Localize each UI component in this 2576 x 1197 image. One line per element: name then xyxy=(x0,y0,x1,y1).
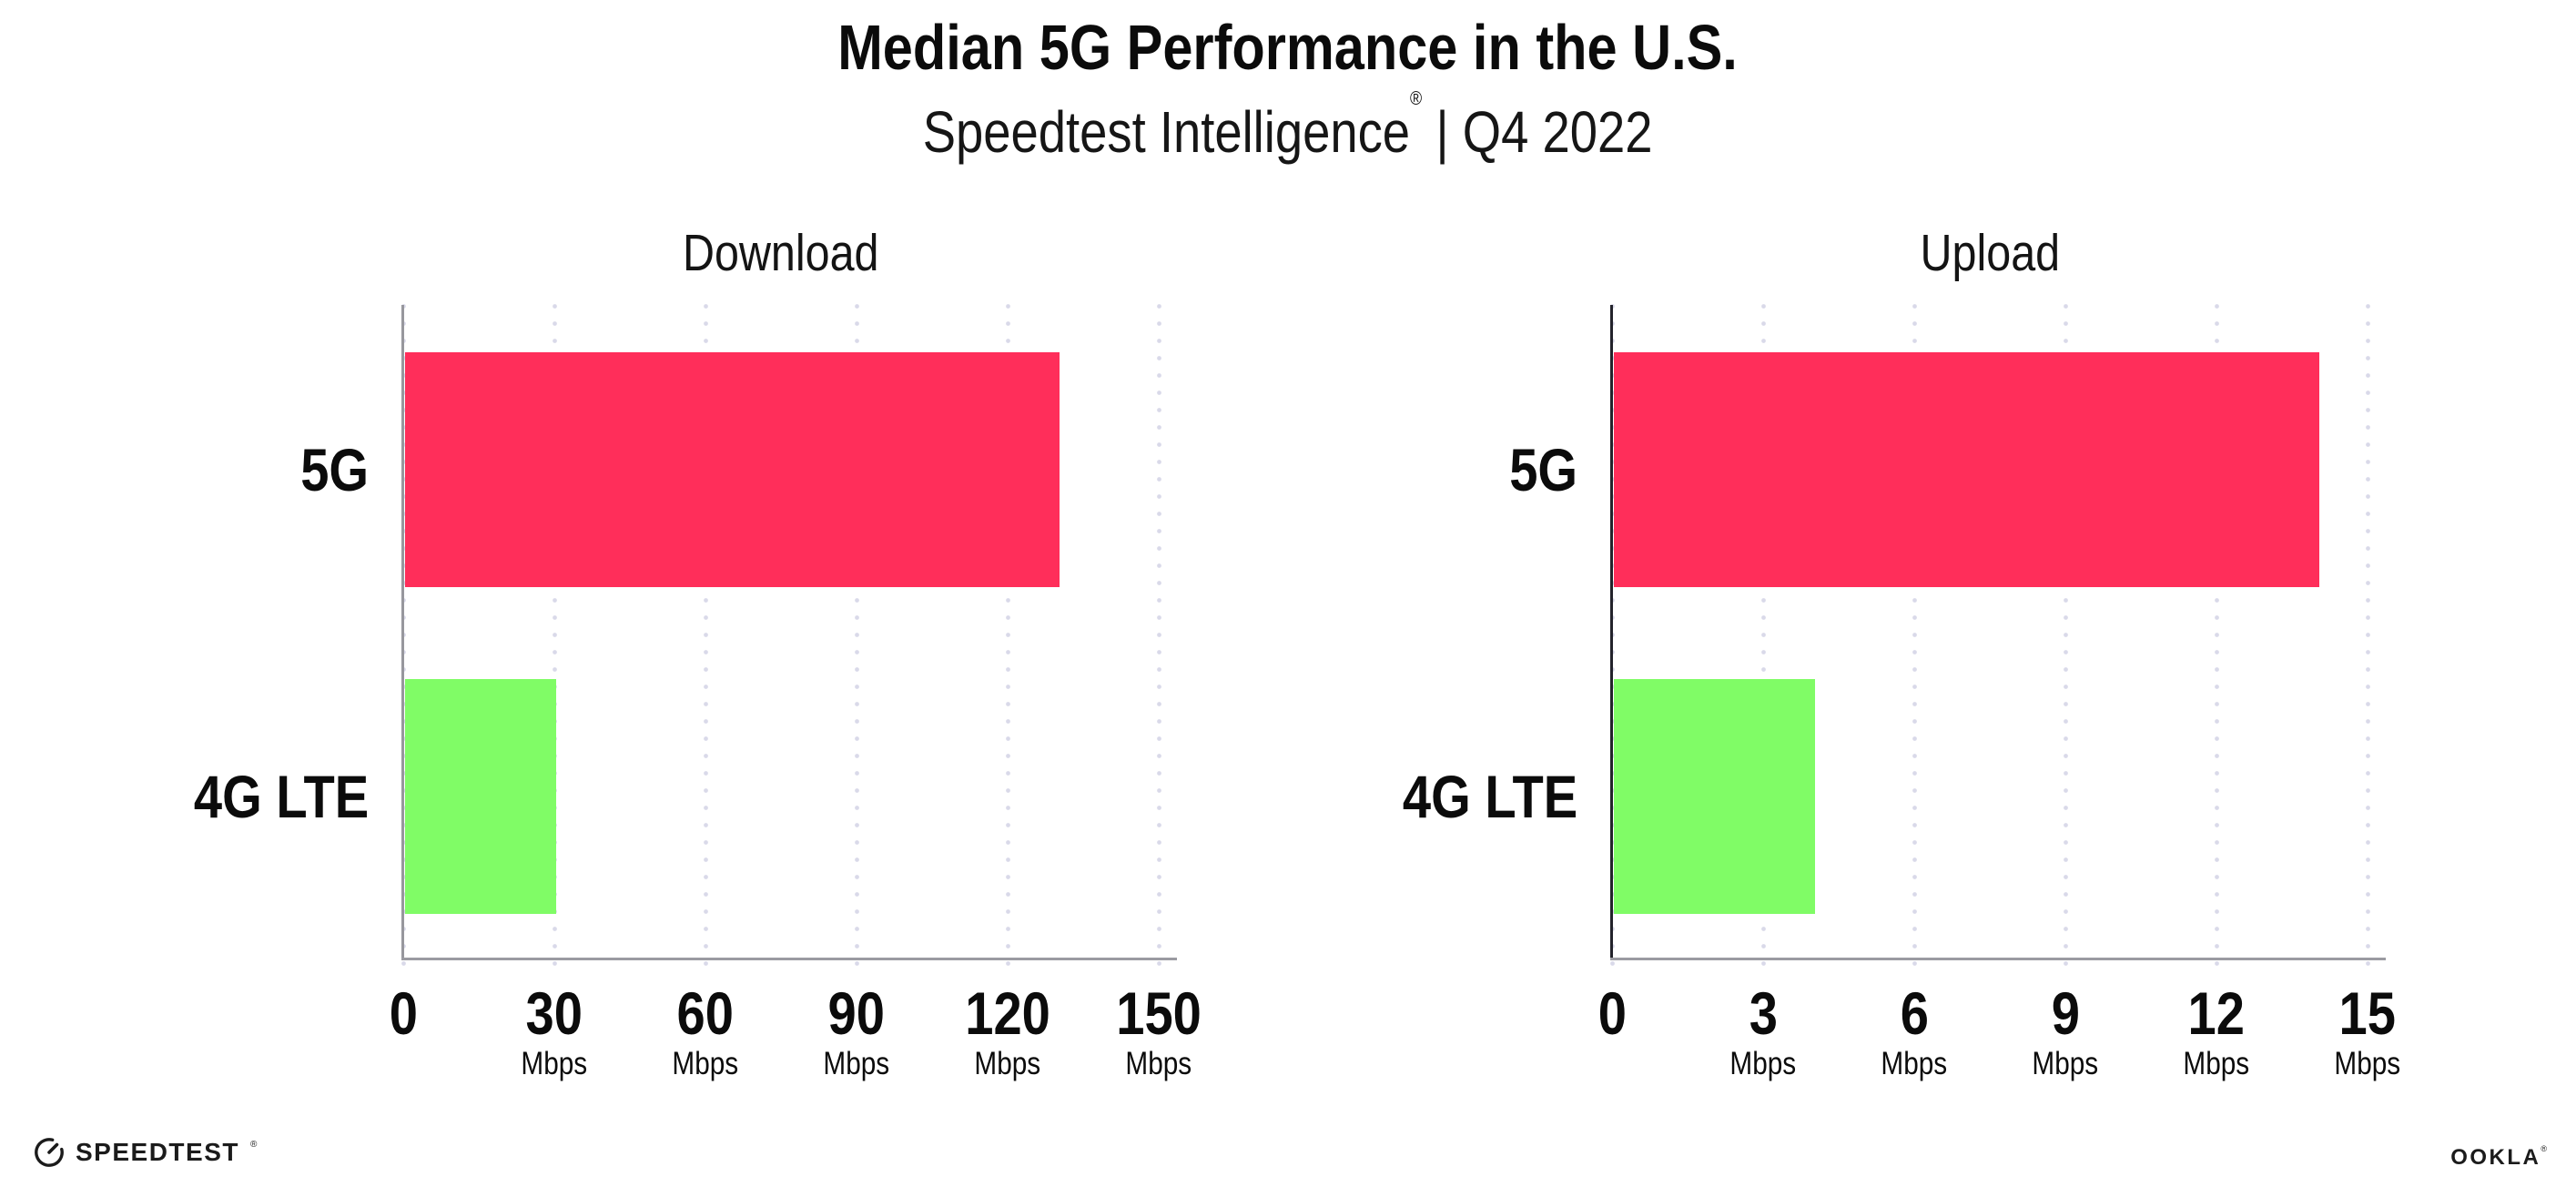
gridline-download-120 xyxy=(1005,298,1010,977)
ookla-logo: OOKLA® xyxy=(2450,1143,2547,1171)
page-subtitle: Speedtest Intelligence® | Q4 2022 xyxy=(0,88,2576,165)
x-tick-unit-upload-3: Mbps xyxy=(1690,1048,1836,1080)
y-category-label-text: 5G xyxy=(1509,436,1577,503)
x-tick-value: 9 xyxy=(2051,979,2080,1047)
y-category-label-5g-download: 5G xyxy=(0,440,369,500)
ookla-registered-mark: ® xyxy=(2541,1143,2547,1153)
x-tick-label-download-30: 30 xyxy=(482,983,627,1043)
gridline-download-30 xyxy=(552,298,557,977)
x-tick-unit-text: Mbps xyxy=(823,1046,890,1081)
x-tick-value: 0 xyxy=(389,979,418,1047)
x-tick-label-upload-9: 9 xyxy=(1993,983,2138,1043)
y-category-label-text: 4G LTE xyxy=(193,763,369,830)
x-tick-label-download-0: 0 xyxy=(330,983,476,1043)
gridline-upload-6 xyxy=(1912,298,1917,977)
x-tick-unit-download-120: Mbps xyxy=(935,1048,1080,1080)
x-tick-unit-text: Mbps xyxy=(974,1046,1041,1081)
x-tick-label-upload-15: 15 xyxy=(2295,983,2440,1043)
chart-title-download: Download xyxy=(403,225,1159,282)
x-tick-unit-text: Mbps xyxy=(2334,1046,2401,1081)
x-tick-value: 3 xyxy=(1749,979,1778,1047)
x-tick-label-upload-3: 3 xyxy=(1690,983,1836,1043)
page-title: Median 5G Performance in the U.S. xyxy=(0,13,2576,83)
speedtest-gauge-icon xyxy=(35,1138,64,1167)
gridline-upload-9 xyxy=(2063,298,2068,977)
x-tick-unit-text: Mbps xyxy=(2183,1046,2250,1081)
x-tick-label-upload-12: 12 xyxy=(2144,983,2289,1043)
x-tick-value: 90 xyxy=(827,979,886,1047)
x-axis-download xyxy=(401,958,1177,960)
plot-area-upload: Upload 5G 4G LTE 0 3 Mbps 6 Mbps 9 Mbps 12 Mbps 15 Mb… xyxy=(1403,225,2401,1080)
speedtest-wordmark: SPEEDTEST xyxy=(76,1138,239,1166)
x-tick-value: 0 xyxy=(1597,979,1627,1047)
y-axis-upload xyxy=(1610,305,1613,959)
x-tick-label-download-90: 90 xyxy=(784,983,929,1043)
x-tick-label-download-120: 120 xyxy=(935,983,1080,1043)
y-category-label-5g-upload: 5G xyxy=(1195,440,1577,500)
y-category-label-text: 4G LTE xyxy=(1402,763,1577,830)
speedtest-registered-mark: ® xyxy=(249,1139,258,1150)
y-category-label-4g-lte-download: 4G LTE xyxy=(0,766,369,827)
bar-5g-download xyxy=(405,352,1060,587)
x-tick-unit-text: Mbps xyxy=(521,1046,588,1081)
bar-4g-lte-download xyxy=(405,679,556,914)
gridline-download-150 xyxy=(1156,298,1161,977)
x-tick-value: 15 xyxy=(2338,979,2397,1047)
bar-4g-lte-upload xyxy=(1614,679,1816,914)
y-axis-download xyxy=(401,305,404,959)
x-tick-unit-upload-12: Mbps xyxy=(2144,1048,2289,1080)
gridline-download-60 xyxy=(703,298,708,977)
x-tick-unit-upload-15: Mbps xyxy=(2295,1048,2440,1080)
page-title-text: Median 5G Performance in the U.S. xyxy=(837,12,1739,83)
x-tick-value: 60 xyxy=(676,979,735,1047)
x-tick-unit-upload-9: Mbps xyxy=(1993,1048,2138,1080)
x-tick-unit-text: Mbps xyxy=(1881,1046,1948,1081)
x-tick-value: 30 xyxy=(525,979,583,1047)
y-category-label-text: 5G xyxy=(300,436,369,503)
subtitle-period: | Q4 2022 xyxy=(1435,99,1653,165)
x-tick-unit-download-150: Mbps xyxy=(1086,1048,1232,1080)
chart-title-upload: Upload xyxy=(1612,225,2368,282)
x-tick-value: 6 xyxy=(1900,979,1929,1047)
x-tick-unit-download-30: Mbps xyxy=(482,1048,627,1080)
chart-title-text-download: Download xyxy=(683,224,879,282)
gauge-needle xyxy=(47,1142,59,1154)
x-tick-value: 150 xyxy=(1116,979,1202,1047)
x-axis-upload xyxy=(1610,958,2386,960)
gridline-upload-15 xyxy=(2365,298,2370,977)
ookla-wordmark: OOKLA xyxy=(2450,1145,2541,1170)
registered-trademark-mark: ® xyxy=(1410,87,1423,109)
x-tick-unit-text: Mbps xyxy=(1729,1046,1797,1081)
x-tick-unit-download-60: Mbps xyxy=(633,1048,778,1080)
y-category-label-4g-lte-upload: 4G LTE xyxy=(1195,766,1577,827)
x-tick-unit-download-90: Mbps xyxy=(784,1048,929,1080)
x-tick-unit-text: Mbps xyxy=(672,1046,739,1081)
x-tick-unit-upload-6: Mbps xyxy=(1841,1048,1987,1080)
x-tick-label-upload-0: 0 xyxy=(1539,983,1685,1043)
x-tick-value: 12 xyxy=(2187,979,2246,1047)
subtitle-brand: Speedtest Intelligence xyxy=(923,99,1411,165)
x-tick-label-download-60: 60 xyxy=(633,983,778,1043)
plot-area-download: Download 5G 4G LTE 0 30 Mbps 60 Mbps 90 Mbps 120 Mb… xyxy=(194,225,1202,1080)
chart-title-text-upload: Upload xyxy=(1920,224,2060,282)
bar-5g-upload xyxy=(1614,352,2319,587)
gridline-upload-12 xyxy=(2214,298,2219,977)
speedtest-logo: SPEEDTEST ® xyxy=(33,1136,258,1169)
gridline-download-90 xyxy=(854,298,859,977)
x-tick-value: 120 xyxy=(965,979,1050,1047)
gridline-upload-3 xyxy=(1760,298,1766,977)
x-tick-unit-text: Mbps xyxy=(1125,1046,1192,1081)
x-tick-label-download-150: 150 xyxy=(1086,983,1232,1043)
x-tick-label-upload-6: 6 xyxy=(1841,983,1987,1043)
x-tick-unit-text: Mbps xyxy=(2032,1046,2099,1081)
